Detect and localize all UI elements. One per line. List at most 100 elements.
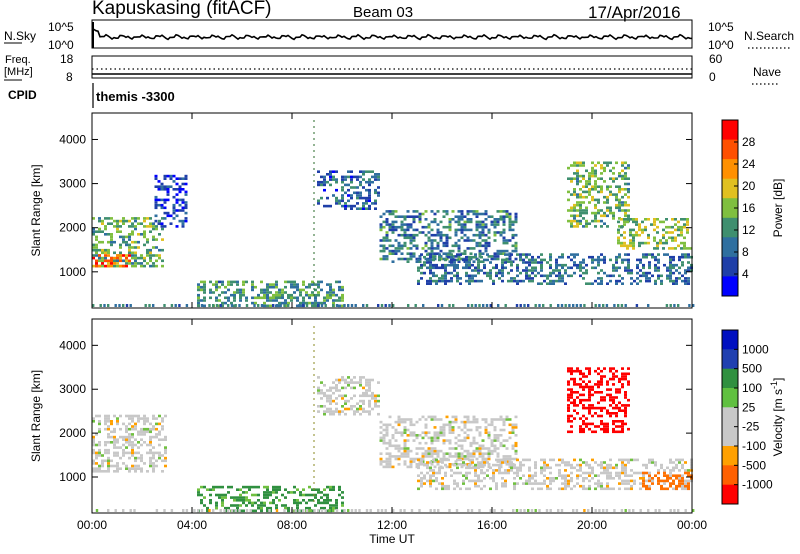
data-cell [528,477,531,480]
data-cell [686,231,689,234]
data-cell [137,217,140,220]
data-cell [451,415,455,419]
data-cell [669,458,672,462]
data-cell [429,279,432,283]
data-cell [275,491,278,494]
data-cell [377,175,380,179]
data-cell [436,418,440,421]
data-cell [573,177,576,180]
data-cell [110,256,113,260]
data-cell [227,280,230,284]
data-cell [669,469,672,472]
data-cell [621,195,624,199]
data-cell [350,397,353,400]
data-cell [609,177,612,180]
data-cell [585,398,588,402]
data-cell [400,247,404,250]
data-cell [420,263,423,267]
data-cell [495,271,498,275]
data-cell [573,417,576,420]
data-cell [463,239,467,242]
data-cell [430,436,434,440]
data-cell [477,266,480,270]
data-cell [624,258,627,262]
ground-scatter-cell [223,509,226,512]
data-cell [308,285,311,289]
data-cell [564,263,567,267]
colorbar-swatch [722,178,738,199]
data-cell [317,291,320,294]
colorbar-tick-label: -1000 [742,478,773,492]
data-cell [101,219,104,223]
data-cell [681,255,684,259]
data-cell [284,506,287,510]
data-cell [415,228,419,232]
data-cell [493,223,497,226]
data-cell [371,394,374,398]
data-cell [475,244,479,248]
data-cell [107,262,110,265]
data-cell [435,263,438,267]
data-cell [326,389,329,392]
colorbar-swatch [722,217,738,238]
data-cell [308,301,311,305]
data-cell [119,427,122,431]
data-cell [442,252,446,255]
data-cell [507,471,510,475]
data-cell [125,254,128,257]
data-cell [382,249,386,253]
data-cell [436,223,440,226]
data-cell [418,447,422,450]
data-cell [534,474,537,477]
data-cell [269,493,272,497]
colorbar-swatch [722,120,738,141]
data-cell [101,464,104,468]
data-cell [172,180,176,183]
data-cell [218,299,221,302]
data-cell [645,463,648,467]
data-cell [415,210,419,213]
data-cell [382,247,386,250]
data-cell [388,244,392,248]
data-cell [107,417,110,420]
data-cell [549,255,552,259]
data-cell [540,482,543,485]
data-cell [471,255,474,259]
data-cell [450,279,453,283]
data-cell [400,420,404,424]
ground-scatter-cell [185,304,189,307]
data-cell [534,461,537,464]
data-cell [429,477,432,480]
data-cell [441,458,444,462]
data-cell [653,220,656,224]
data-cell [181,206,185,210]
data-cell [582,430,585,434]
data-cell [561,277,564,280]
data-cell [140,459,143,463]
data-cell [433,439,437,442]
data-cell [197,301,200,305]
ground-scatter-cell [343,304,346,307]
data-cell [338,394,341,398]
ground-scatter-cell [429,509,432,512]
data-cell [665,218,668,221]
data-cell [329,399,332,403]
data-cell [424,233,428,237]
data-cell [666,266,669,270]
data-cell [433,252,437,255]
data-cell [341,186,344,189]
data-cell [154,198,158,202]
data-cell [510,461,513,464]
data-cell [666,466,669,470]
data-cell [448,463,452,466]
data-cell [627,271,630,275]
data-cell [635,233,638,237]
data-cell [308,499,311,502]
data-cell [615,396,618,399]
data-cell [666,269,669,272]
data-cell [266,304,269,308]
data-cell [272,293,275,297]
data-cell [642,474,645,477]
data-cell [513,277,516,280]
data-cell [585,222,588,225]
